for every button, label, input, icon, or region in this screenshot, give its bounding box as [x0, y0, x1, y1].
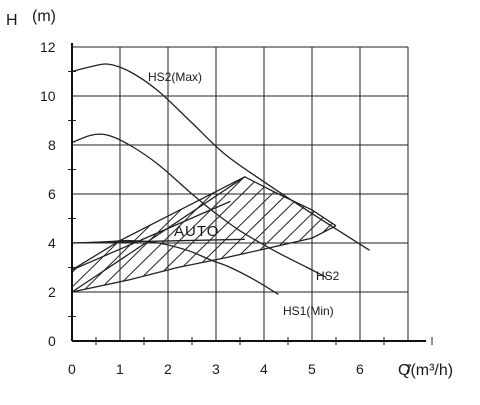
x-tick-label: 5: [308, 361, 316, 377]
x-tick-label: 0: [68, 361, 76, 377]
axes-frame: [71, 43, 426, 342]
x-tick-label: 6: [356, 361, 364, 377]
y-tick-label: 4: [48, 235, 56, 251]
y-tick-label: 12: [40, 39, 56, 55]
auto-region-label: AUTO: [174, 223, 219, 240]
x-tick-label: 2: [164, 361, 172, 377]
hatch-line: [72, 176, 336, 292]
hatch-line: [457, 37, 480, 351]
hatch-line: [81, 176, 336, 292]
hatch-line: [472, 37, 480, 351]
y-axis-title-main: H: [6, 12, 18, 29]
series-curve-hs1-min: [71, 239, 279, 295]
series-lines: [71, 63, 370, 295]
y-axis-title-unit: (m): [32, 8, 56, 25]
x-axis-title: Q(m³/h): [398, 362, 453, 379]
x-tick-label: 3: [212, 361, 220, 377]
y-tick-label: 6: [48, 186, 56, 202]
auto-upper-boundary: [71, 176, 337, 271]
x-tick-label: 1: [116, 361, 124, 377]
x-tick-label: 7: [404, 361, 412, 377]
auto-boundary-line: [71, 200, 231, 271]
auto-boundary-line: [71, 176, 246, 293]
y-tick-label: 0: [48, 333, 56, 349]
auto-lower-boundary: [71, 225, 337, 293]
series-label-hs2: HS2: [316, 269, 340, 283]
y-tick-label: 10: [40, 88, 56, 104]
hatch-line: [397, 37, 480, 351]
series-curve-hs2-max: [71, 63, 370, 251]
grid: [68, 46, 433, 345]
series-label-hs1-min: HS1(Min): [283, 304, 334, 318]
hatch-line: [412, 37, 480, 351]
hatch-line: [96, 176, 336, 292]
y-tick-label: 2: [48, 284, 56, 300]
hatch-line: [442, 37, 480, 351]
hatch-line: [427, 37, 480, 351]
series-label-hs2-max: HS2(Max): [148, 70, 202, 84]
hatch-line: [72, 176, 336, 292]
x-tick-label: 4: [260, 361, 268, 377]
series-curve-hs2: [71, 133, 327, 278]
y-tick-label: 8: [48, 137, 56, 153]
hatch-line: [111, 176, 336, 292]
